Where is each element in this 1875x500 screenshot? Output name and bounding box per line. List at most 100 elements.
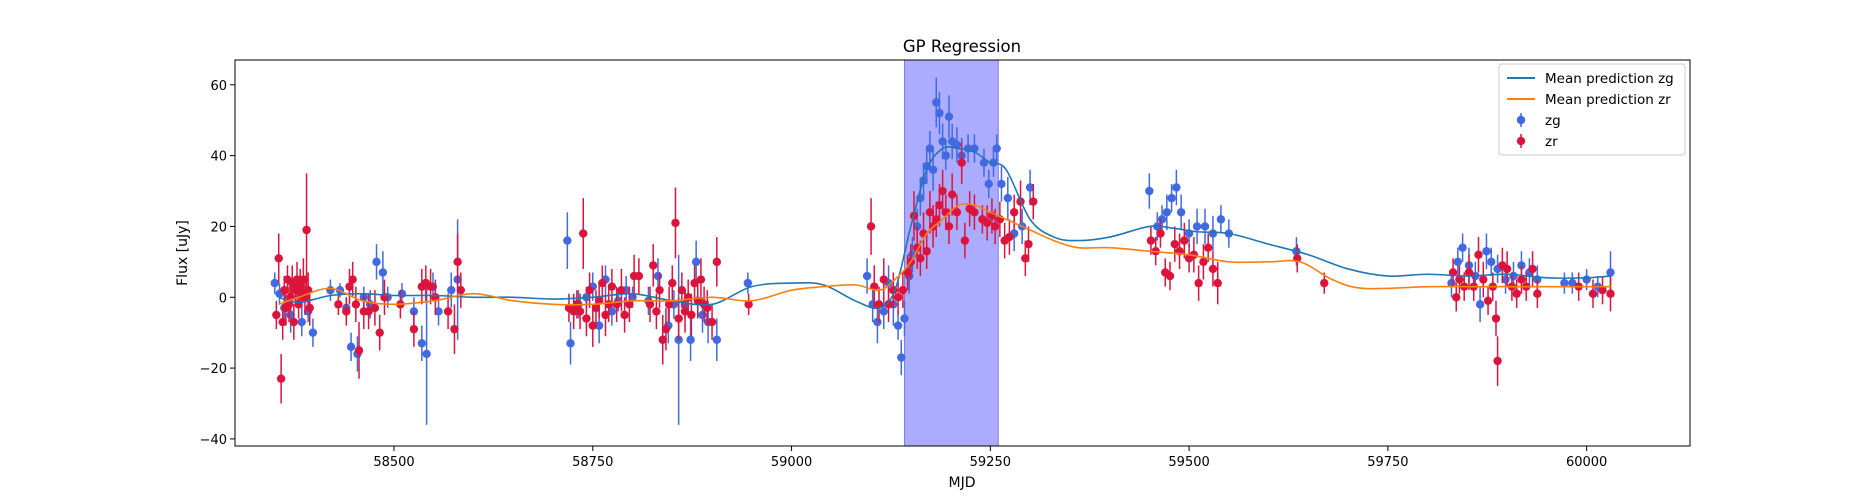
point-zr-83: [744, 300, 753, 309]
point-zg-91: [1176, 208, 1186, 217]
point-zr-122: [1024, 239, 1033, 249]
legend-label: zr: [1545, 134, 1558, 150]
x-tick-label: 58750: [572, 455, 613, 470]
point-zr-131: [1180, 236, 1189, 245]
point-zr-30: [375, 328, 384, 337]
point-zr-33: [409, 324, 419, 334]
point-zg-68: [938, 137, 947, 146]
point-zr-126: [1156, 229, 1165, 238]
point-zg-57: [900, 314, 909, 323]
point-zr-67: [661, 324, 671, 334]
x-axis: 58500 58750 59000 59250 59500 59750 60000: [373, 446, 1607, 470]
point-zg-11: [346, 342, 356, 352]
legend-box: [1498, 63, 1686, 156]
point-zg-110: [1517, 261, 1526, 270]
point-zg-96: [1216, 215, 1226, 224]
point-zr-107: [952, 208, 962, 217]
x-tick-label: 60000: [1566, 455, 1607, 470]
point-zr-38: [443, 307, 453, 316]
legend-marker-swatch: [1516, 136, 1526, 146]
legend-label: Mean prediction zr: [1545, 92, 1671, 108]
plot-area: [270, 60, 1615, 446]
point-zr-128: [1165, 271, 1175, 281]
point-zr-109: [960, 236, 970, 245]
y-tick-label: −40: [200, 433, 227, 448]
point-zg-79: [992, 144, 1001, 153]
plot-frame: [234, 59, 1691, 447]
point-zr-111: [970, 208, 979, 217]
point-zr-164: [1606, 289, 1615, 298]
point-zg-7: [308, 328, 318, 337]
point-zr-145: [1464, 268, 1474, 277]
point-zr-71: [674, 314, 683, 323]
point-zg-43: [686, 335, 695, 344]
point-zr-99: [925, 208, 935, 217]
point-zg-100: [1453, 257, 1463, 267]
point-zg-44: [691, 257, 701, 267]
point-zg-117: [1606, 268, 1615, 277]
point-zr-156: [1512, 289, 1521, 298]
point-zg-93: [1192, 222, 1202, 231]
point-zr-88: [884, 300, 893, 309]
point-zg-49: [862, 271, 872, 281]
point-zg-52: [879, 307, 888, 316]
point-zr-134: [1194, 278, 1203, 288]
point-zg-67: [935, 108, 944, 118]
x-tick-label: 59000: [771, 455, 812, 470]
point-zr-68: [664, 300, 674, 309]
point-zr-102: [935, 200, 944, 210]
point-zr-78: [696, 275, 706, 284]
legend-item-zr: zr: [1516, 134, 1558, 150]
point-zg-69: [941, 151, 951, 160]
point-zg-94: [1200, 222, 1210, 231]
point-zg-109: [1509, 271, 1518, 281]
point-zg-81: [1003, 193, 1013, 203]
point-zr-75: [687, 310, 696, 320]
point-zr-82: [712, 257, 722, 267]
point-zr-26: [354, 346, 364, 355]
point-zg-87: [1157, 215, 1167, 224]
point-zr-113: [982, 218, 992, 228]
point-zg-5: [297, 317, 306, 327]
point-zg-31: [594, 321, 604, 330]
point-zg-51: [873, 317, 882, 327]
point-zr-18: [302, 225, 311, 235]
point-zr-45: [575, 307, 585, 316]
point-zr-105: [944, 222, 954, 231]
point-zg-101: [1458, 243, 1467, 252]
x-tick-label: 58500: [373, 455, 414, 470]
point-zr-25: [351, 300, 361, 309]
point-zr-72: [677, 285, 687, 295]
point-zr-61: [634, 271, 644, 281]
point-zr-87: [879, 275, 888, 284]
point-zg-80: [997, 179, 1006, 189]
point-zg-24: [447, 285, 456, 295]
y-tick-label: 20: [210, 220, 227, 235]
point-zr-157: [1517, 275, 1526, 284]
point-zr-47: [582, 314, 591, 323]
point-zg-95: [1208, 229, 1218, 238]
point-zg-15: [372, 257, 381, 267]
point-zg-90: [1172, 183, 1181, 192]
legend-item-zg: zg: [1516, 113, 1561, 129]
point-zg-85: [1145, 186, 1154, 196]
point-zg-88: [1162, 208, 1172, 217]
y-tick-label: −20: [200, 362, 227, 377]
point-zr-106: [947, 190, 957, 199]
point-zr-81: [707, 317, 717, 327]
point-zg-84: [1025, 183, 1035, 192]
point-zg-45: [698, 310, 707, 320]
point-zr-103: [938, 186, 947, 196]
point-zr-24: [348, 275, 357, 284]
point-zr-28: [364, 307, 373, 316]
point-zg-105: [1482, 247, 1491, 256]
point-zg-18: [397, 289, 407, 298]
point-zr-0: [272, 310, 281, 320]
point-zr-162: [1588, 289, 1598, 298]
point-zg-89: [1167, 193, 1176, 203]
point-zr-90: [893, 293, 903, 302]
point-zr-160: [1533, 289, 1542, 298]
point-zr-98: [922, 247, 931, 256]
point-zr-59: [625, 300, 634, 309]
